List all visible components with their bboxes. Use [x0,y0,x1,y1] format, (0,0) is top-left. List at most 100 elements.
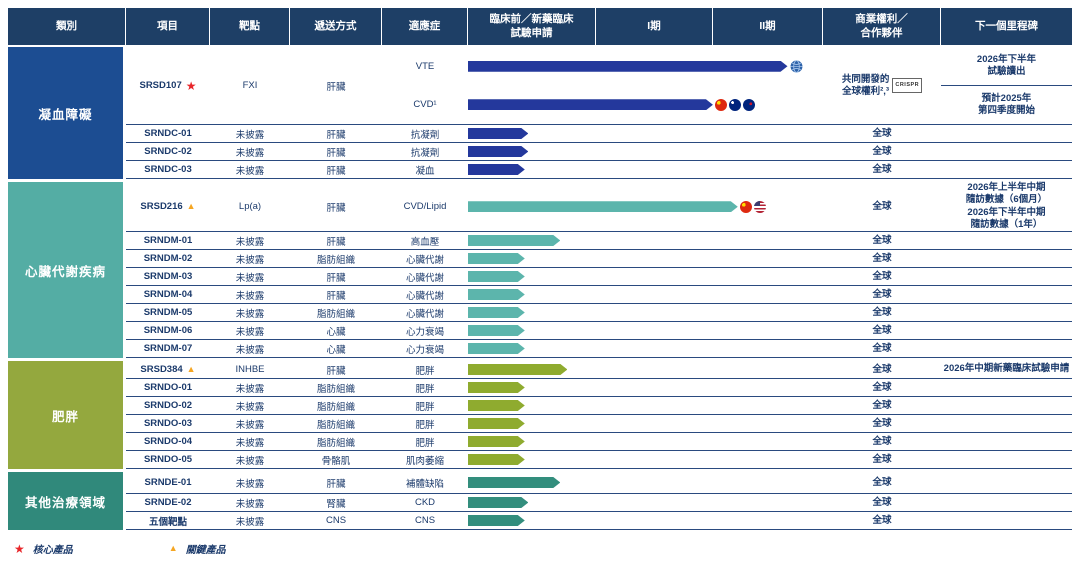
timeline-cell [468,161,823,178]
timeline-bar-line [468,454,823,465]
delivery-method-cell: 肝臟 [290,125,382,142]
pipeline-row: SRSD216 ▲ Lp(a) 肝臟 CVD/Lipid 全球 2026年上半年中期 隨訪數… [126,182,1072,232]
delivery-method-cell: 脂肪組織 [290,379,382,396]
legend-core-product-label: 核心產品 [32,545,73,556]
commercial-rights-label: 全球 [872,514,892,526]
target-cell: 未披露 [210,397,290,414]
project-name: SRSD216 ▲ [126,182,210,231]
indication-cell: 抗凝劑 [382,143,468,160]
pipeline-row: SRSD384 ▲ INHBE 肝臟 肥胖 全球 2026年中期新藥臨床試驗申請 [126,361,1072,379]
timeline-bar-line [468,364,823,375]
timeline-cell [468,340,823,357]
timeline-bar-line [468,47,823,86]
pipeline-bar [468,364,567,375]
target-cell-label: 未披露 [235,290,265,302]
milestone-text: 預計2025年 第四季度開始 [977,92,1035,116]
header-indication: 適應症 [382,8,468,45]
pipeline-group: 心臟代謝疾病 SRSD216 ▲ Lp(a) 肝臟 CVD/Lipid 全球 2026年上半年… [8,182,1072,358]
commercial-rights-label: 全球 [872,496,892,508]
pipeline-row: SRNDM-04 未披露 肝臟 心臟代謝 全球 [126,286,1072,304]
project-name-label: SRNDC-03 [144,164,192,175]
legend: ★ 核心產品 ▲ 關鍵產品 [8,533,1072,557]
indication-cell: 補體缺陷 [382,472,468,493]
project-name: SRNDE-02 [126,494,210,511]
delivery-method-cell: 肝臟 [290,268,382,285]
commercial-rights-cell: 全球 [823,415,941,432]
target-cell: 未披露 [210,415,290,432]
header-category: 類別 [8,8,126,45]
project-name-label: SRNDM-02 [143,253,193,264]
legend-core-product: ★ 核心產品 [14,541,73,557]
project-name-label: 五個靶點 [148,516,187,528]
delivery-method-cell-label: 肝臟 [326,478,346,490]
project-name: SRNDM-06 [126,322,210,339]
indication-cell-label: 心力衰竭 [405,344,444,356]
delivery-method-cell: 肝臟 [290,182,382,231]
milestone-text: 2026年上半年中期 隨訪數據（6個月） 2026年下半年中期 隨訪數據（1年） [965,182,1048,231]
commercial-rights-label: 全球 [872,127,892,139]
commercial-rights-cell: 全球 [823,397,941,414]
commercial-rights-label: 全球 [872,342,892,354]
header-phase1: I期 [596,8,713,45]
legend-key-product: ▲ 關鍵產品 [169,541,226,557]
milestone-cell [941,250,1072,267]
project-name: SRNDE-01 [126,472,210,493]
project-name: SRNDM-05 [126,304,210,321]
delivery-method-cell-label: 肝臟 [326,290,346,302]
commercial-rights-label: 全球 [872,200,892,212]
commercial-rights-label: 全球 [872,324,892,336]
pipeline-bar [468,235,560,246]
timeline-bar-line [468,200,823,213]
target-cell: 未披露 [210,512,290,529]
delivery-method-cell: CNS [290,512,382,529]
indication-cell: 心臟代謝 [382,250,468,267]
target-cell-label: 未披露 [235,272,265,284]
indication-cell: 心臟代謝 [382,286,468,303]
header-preclinical-ind: 臨床前／新藥臨床 試驗申請 [468,8,596,45]
delivery-method-cell-label: 肝臟 [326,81,346,93]
indication-cell-label: 肥胖 [415,419,435,431]
indication-cell-label: 肥胖 [415,383,435,395]
header-commercial-rights: 商業權利／ 合作夥伴 [823,8,941,45]
timeline-bar-line [468,164,823,175]
category-label: 凝血障礙 [8,47,126,179]
commercial-rights-label: 全球 [872,453,892,465]
commercial-rights-label: 全球 [872,270,892,282]
delivery-method-cell-label: CNS [325,515,347,526]
timeline-cell [468,397,823,414]
target-cell: 未披露 [210,340,290,357]
project-name-label: SRNDM-01 [143,235,193,246]
pipeline-bar [468,289,525,300]
commercial-rights-cell: 全球 [823,125,941,142]
timeline-cell [468,322,823,339]
milestone-cell [941,268,1072,285]
pipeline-row: SRNDM-07 未披露 心臟 心力衰竭 全球 [126,340,1072,358]
timeline-cell [468,415,823,432]
delivery-method-cell-label: 肝臟 [326,365,346,377]
timeline-cell [468,379,823,396]
target-cell: 未披露 [210,433,290,450]
project-name-label: SRNDO-01 [143,382,193,393]
commercial-rights-cell: 全球 [823,494,941,511]
indication-cell: 肥胖 [382,397,468,414]
delivery-method-cell: 肝臟 [290,472,382,493]
target-cell-label: 未披露 [235,516,265,528]
target-cell-label: INHBE [235,364,265,375]
project-name-label: SRNDM-07 [143,343,193,354]
timeline-cell [468,143,823,160]
timeline-bar-line [468,235,823,246]
commercial-rights-cell: 全球 [823,286,941,303]
target-cell: 未披露 [210,304,290,321]
commercial-rights-label: 全球 [872,288,892,300]
header-target: 靶點 [210,8,290,45]
pipeline-bar [468,454,525,465]
indication-cell: 肥胖 [382,415,468,432]
delivery-method-cell: 骨骼肌 [290,451,382,468]
indication-cell: 肥胖 [382,361,468,378]
header-project: 項目 [126,8,210,45]
indication-cell: CKD [382,494,468,511]
milestone-cell [941,161,1072,178]
delivery-method-cell-label: 脂肪組織 [316,308,355,320]
indication-cell: 肌肉萎縮 [382,451,468,468]
timeline-bar-line [468,253,823,264]
